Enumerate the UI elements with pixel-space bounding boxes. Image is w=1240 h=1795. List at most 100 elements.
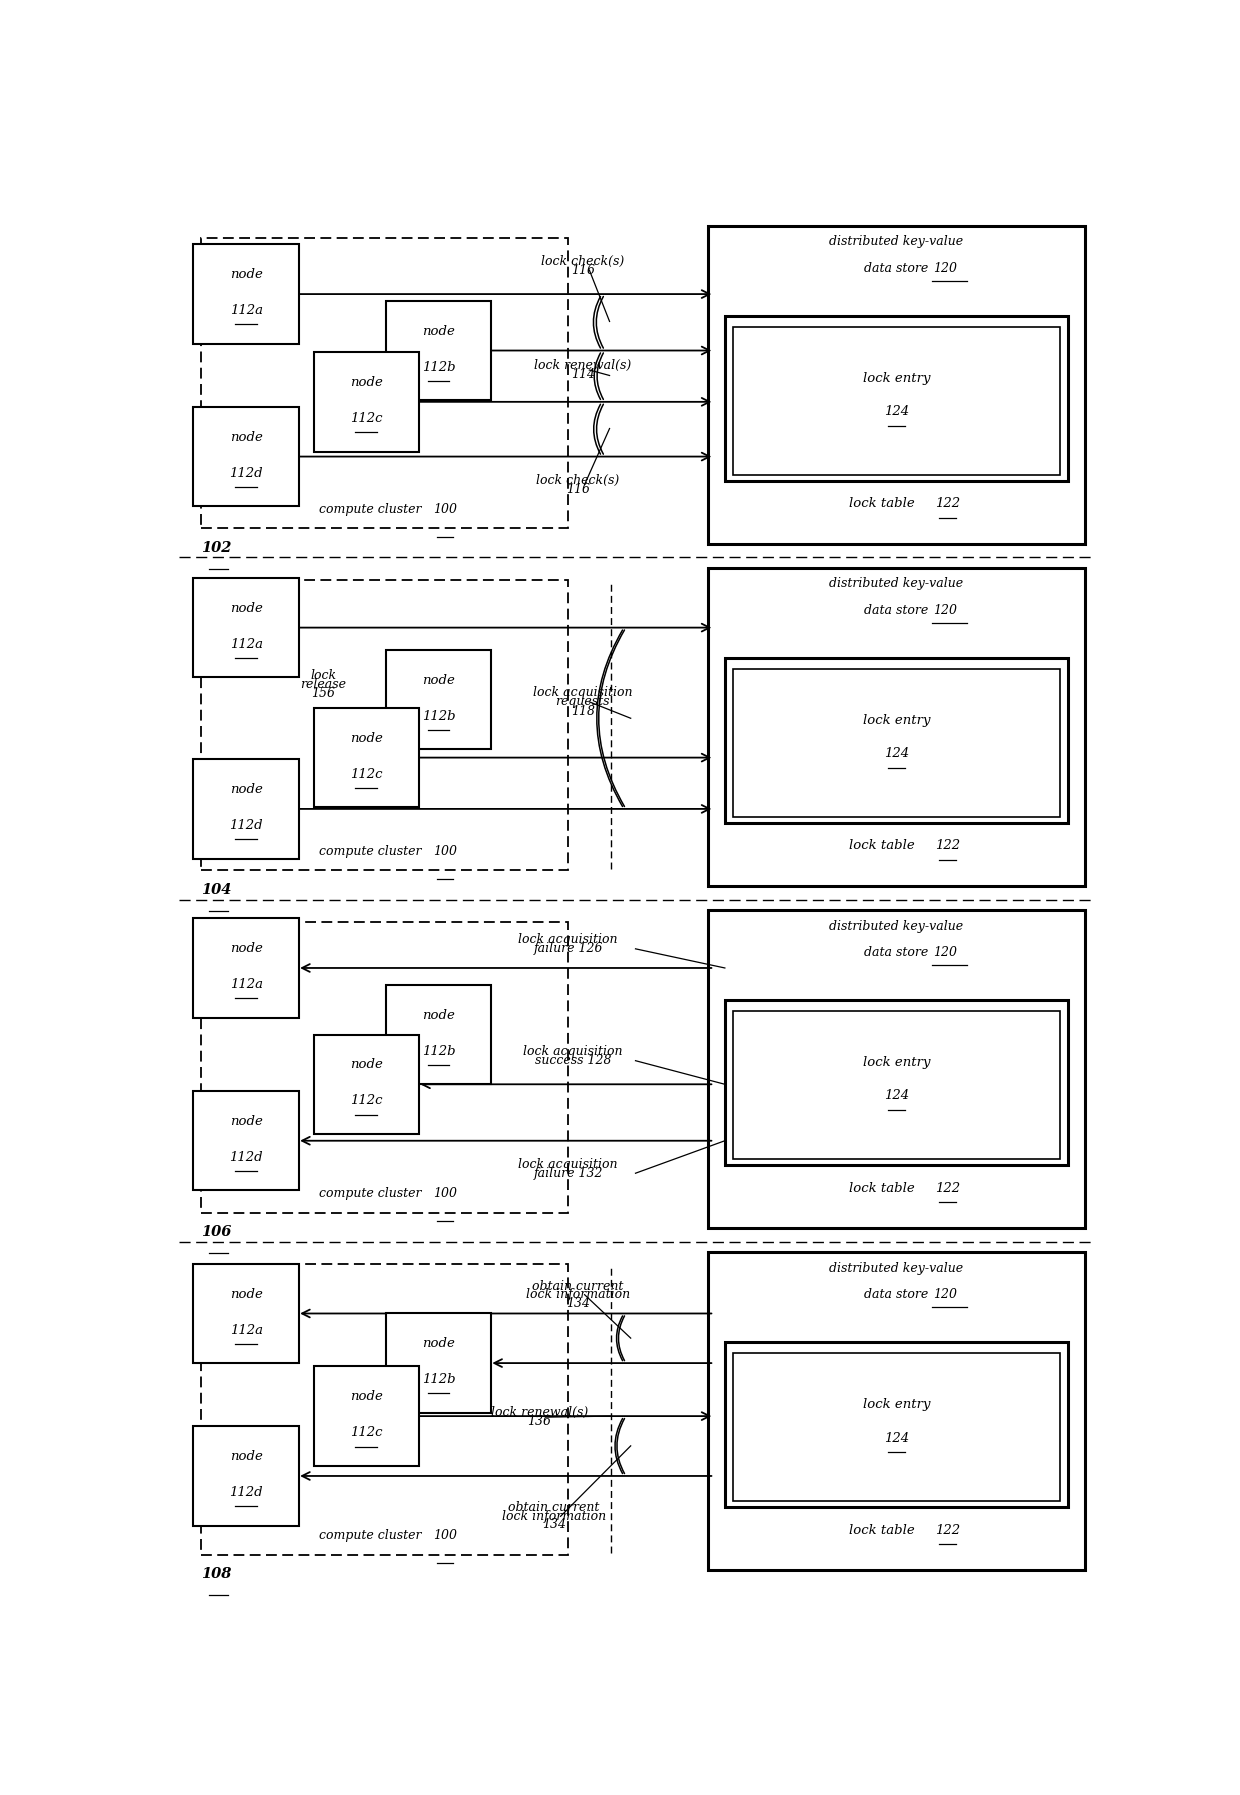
Text: 112d: 112d	[229, 819, 263, 833]
Text: 112a: 112a	[229, 1323, 263, 1337]
Text: 112d: 112d	[229, 1151, 263, 1163]
Text: lock renewal(s): lock renewal(s)	[534, 359, 631, 372]
Text: distributed key-value: distributed key-value	[830, 578, 963, 591]
Text: 106: 106	[201, 1224, 232, 1239]
Text: 122: 122	[935, 1181, 960, 1194]
Bar	[386, 302, 491, 400]
Bar	[193, 759, 299, 858]
Text: node: node	[229, 601, 263, 614]
Bar	[193, 1264, 299, 1362]
Text: lock acquisition: lock acquisition	[533, 686, 632, 698]
Text: 120: 120	[932, 603, 957, 617]
Bar	[193, 1427, 299, 1526]
Text: node: node	[350, 732, 383, 745]
Text: failure 132: failure 132	[533, 1167, 603, 1179]
Text: data store: data store	[864, 603, 929, 617]
Text: node: node	[229, 267, 263, 282]
Text: node: node	[229, 1450, 263, 1463]
Bar	[314, 352, 419, 452]
Text: node: node	[422, 1009, 455, 1021]
Bar	[386, 985, 491, 1084]
Text: lock acquisition: lock acquisition	[523, 1045, 622, 1059]
Bar	[201, 1264, 568, 1554]
Text: 112b: 112b	[422, 1373, 455, 1386]
Text: lock table: lock table	[849, 1524, 915, 1537]
Text: 156: 156	[311, 687, 335, 700]
Text: distributed key-value: distributed key-value	[830, 235, 963, 248]
Text: lock check(s): lock check(s)	[536, 474, 620, 486]
Text: obtain current: obtain current	[508, 1501, 599, 1515]
Text: lock entry: lock entry	[863, 1055, 930, 1070]
Text: 122: 122	[935, 1524, 960, 1537]
Text: 100: 100	[433, 503, 458, 515]
Text: compute cluster: compute cluster	[319, 1529, 422, 1542]
Text: node: node	[229, 942, 263, 955]
Text: 104: 104	[201, 883, 232, 898]
Text: 116: 116	[570, 264, 595, 276]
Text: obtain current: obtain current	[532, 1280, 624, 1292]
Text: node: node	[422, 325, 455, 337]
Bar	[725, 1341, 1068, 1506]
Text: 124: 124	[884, 747, 909, 761]
Text: data store: data store	[864, 262, 929, 275]
Text: node: node	[350, 375, 383, 390]
Text: 112d: 112d	[229, 467, 263, 479]
Text: 118: 118	[570, 705, 595, 718]
Text: 108: 108	[201, 1567, 232, 1581]
Text: 100: 100	[433, 1529, 458, 1542]
Text: lock entry: lock entry	[863, 714, 930, 727]
Bar	[193, 578, 299, 677]
Text: lock table: lock table	[849, 1181, 915, 1194]
Text: 122: 122	[935, 497, 960, 510]
Text: node: node	[229, 431, 263, 443]
Text: 120: 120	[932, 1287, 957, 1301]
Bar	[708, 1251, 1085, 1571]
Text: 122: 122	[935, 840, 960, 853]
Text: distributed key-value: distributed key-value	[830, 919, 963, 932]
Bar	[725, 657, 1068, 822]
Bar	[708, 910, 1085, 1228]
Bar	[314, 707, 419, 808]
Text: success 128: success 128	[534, 1054, 611, 1068]
Text: lock: lock	[310, 670, 336, 682]
Text: 124: 124	[884, 406, 909, 418]
Text: 112b: 112b	[422, 1045, 455, 1057]
Bar	[733, 1353, 1060, 1501]
Text: 112c: 112c	[350, 411, 383, 425]
Bar	[386, 1314, 491, 1413]
Text: lock information: lock information	[502, 1510, 606, 1522]
Text: lock information: lock information	[526, 1289, 630, 1301]
Text: 134: 134	[542, 1519, 565, 1531]
Text: node: node	[229, 1115, 263, 1127]
Text: failure 126: failure 126	[533, 942, 603, 955]
Text: node: node	[229, 1287, 263, 1301]
Text: node: node	[422, 673, 455, 687]
Text: node: node	[350, 1391, 383, 1404]
Text: lock entry: lock entry	[863, 1398, 930, 1411]
Bar	[733, 1011, 1060, 1160]
Text: 112c: 112c	[350, 1427, 383, 1440]
Text: 112c: 112c	[350, 768, 383, 781]
Text: 100: 100	[433, 1186, 458, 1201]
Bar	[193, 407, 299, 506]
Text: node: node	[229, 783, 263, 795]
Text: 136: 136	[527, 1414, 552, 1429]
Bar	[201, 580, 568, 871]
Text: 116: 116	[565, 483, 590, 495]
Bar	[314, 1034, 419, 1134]
Text: 120: 120	[932, 262, 957, 275]
Bar	[201, 923, 568, 1213]
Bar	[708, 567, 1085, 887]
Text: lock table: lock table	[849, 497, 915, 510]
Text: release: release	[300, 679, 346, 691]
Bar	[314, 1366, 419, 1467]
Text: 114: 114	[570, 368, 595, 381]
Text: data store: data store	[864, 1287, 929, 1301]
Bar	[201, 237, 568, 528]
Bar	[386, 650, 491, 749]
Text: 112d: 112d	[229, 1486, 263, 1499]
Text: lock entry: lock entry	[863, 372, 930, 386]
Bar	[193, 244, 299, 345]
Bar	[708, 226, 1085, 544]
Text: 120: 120	[932, 946, 957, 959]
